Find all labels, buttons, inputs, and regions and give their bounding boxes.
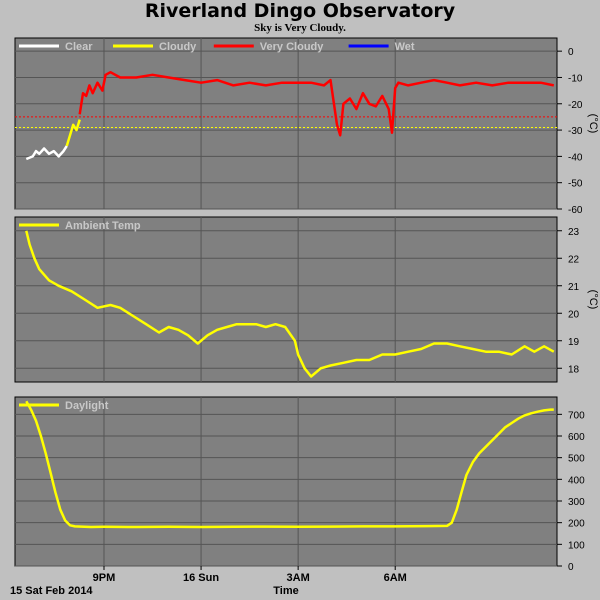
sky-status-subtitle: Sky is Very Cloudy. bbox=[254, 22, 346, 34]
date-label: 15 Sat Feb 2014 bbox=[10, 585, 93, 597]
plot-area bbox=[14, 37, 558, 210]
plot-area bbox=[14, 396, 558, 567]
y-tick-label: 20 bbox=[568, 309, 580, 320]
y-tick-label: 0 bbox=[568, 47, 574, 58]
y-axis-unit: (°C) bbox=[587, 290, 599, 310]
y-axis-unit: (°C) bbox=[587, 114, 599, 134]
y-tick-label: 19 bbox=[568, 337, 580, 348]
legend-label: Clear bbox=[65, 41, 93, 53]
x-tick-label: 3AM bbox=[287, 572, 310, 584]
y-tick-label: 100 bbox=[568, 540, 585, 551]
y-tick-label: -50 bbox=[568, 179, 583, 190]
y-tick-label: 0 bbox=[568, 562, 574, 573]
y-tick-label: -20 bbox=[568, 100, 583, 111]
y-tick-label: 500 bbox=[568, 454, 585, 465]
x-tick-label: 9PM bbox=[93, 572, 116, 584]
x-tick-label: 6AM bbox=[384, 572, 407, 584]
y-tick-label: -60 bbox=[568, 205, 583, 216]
y-tick-label: 22 bbox=[568, 254, 580, 265]
y-tick-label: 600 bbox=[568, 432, 585, 443]
panel-ambient: 23 22 21 20 19 18 (°C) Ambient Temp bbox=[14, 216, 599, 383]
x-tick-label: 16 Sun bbox=[183, 572, 219, 584]
y-tick-label: 200 bbox=[568, 519, 585, 530]
y-tick-label: -40 bbox=[568, 152, 583, 163]
x-axis-label: Time bbox=[273, 585, 298, 597]
y-tick-label: 18 bbox=[568, 364, 580, 375]
legend-label: Wet bbox=[395, 41, 415, 53]
plot-area bbox=[14, 216, 558, 383]
y-tick-label: 700 bbox=[568, 410, 585, 421]
y-tick-label: 23 bbox=[568, 227, 580, 238]
legend-label: Daylight bbox=[65, 400, 109, 412]
y-tick-label: -10 bbox=[568, 73, 583, 84]
series-line-daylight bbox=[25, 400, 554, 529]
y-tick-label: -30 bbox=[568, 126, 583, 137]
series-line-clear bbox=[25, 145, 68, 161]
y-tick-label: 300 bbox=[568, 497, 585, 508]
y-tick-label: 21 bbox=[568, 282, 580, 293]
chart-title: Riverland Dingo Observatory bbox=[144, 0, 456, 22]
panel-sky: 0 -10 -20 -30 -40 -50 -60 (°C) Clear Cloudy Very C… bbox=[14, 37, 599, 216]
series-line-cloudy bbox=[65, 119, 81, 147]
series-line-ambient-temp bbox=[25, 230, 555, 378]
panel-daylight: 700 600 500 400 300 200 100 0 Daylight bbox=[14, 396, 585, 573]
y-tick-label: 400 bbox=[568, 475, 585, 486]
legend-label: Ambient Temp bbox=[65, 220, 141, 232]
legend-label: Very Cloudy bbox=[260, 41, 324, 53]
legend-label: Cloudy bbox=[159, 41, 197, 53]
series-line-very-cloudy bbox=[78, 70, 555, 137]
